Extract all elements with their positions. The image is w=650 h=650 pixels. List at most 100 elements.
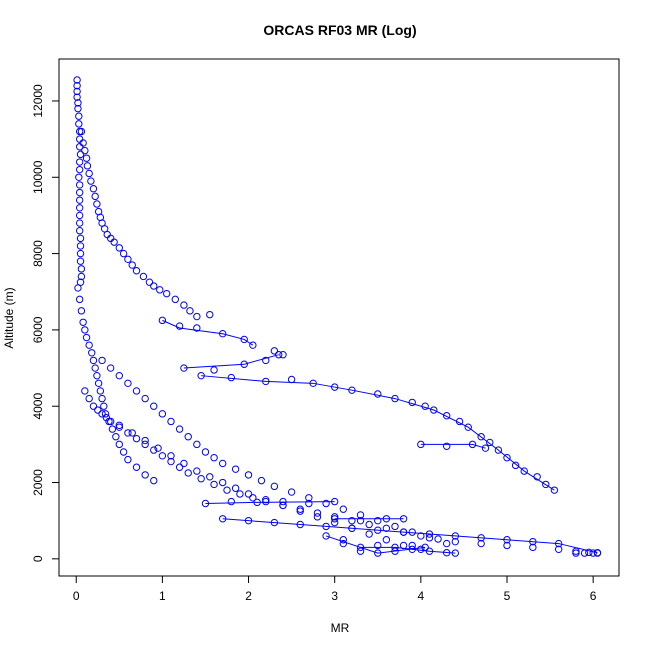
x-tick-label: 0 (73, 589, 80, 603)
data-point (231, 484, 240, 492)
data-point (279, 351, 287, 359)
data-point (115, 421, 124, 429)
data-point (132, 387, 141, 395)
x-axis: 0 1 2 3 4 5 6 (73, 575, 597, 603)
data-point (100, 402, 108, 410)
data-point (75, 165, 84, 174)
data-point (503, 454, 511, 462)
data-point (425, 534, 434, 542)
data-point (486, 438, 494, 447)
data-point (434, 535, 442, 543)
data-point (240, 360, 248, 368)
data-point (365, 530, 373, 538)
data-point (98, 410, 106, 418)
data-point (455, 417, 464, 426)
data-point (593, 549, 602, 557)
y-tick-label: 12000 (31, 84, 45, 118)
data-point (171, 295, 180, 304)
data-point (244, 490, 253, 498)
data-point (408, 398, 416, 407)
data-point (477, 433, 485, 441)
data-point (399, 528, 408, 536)
data-point (348, 516, 356, 525)
data-point (339, 505, 348, 513)
data-point (150, 476, 158, 485)
data-point (210, 480, 218, 489)
data-point (585, 548, 593, 557)
data-point (262, 377, 270, 386)
data-point (139, 272, 148, 281)
data-point (184, 469, 192, 477)
data-point (150, 282, 158, 290)
data-point (236, 490, 244, 498)
data-point (87, 177, 95, 185)
data-point (305, 494, 313, 502)
data-point (108, 425, 117, 433)
data-point (399, 541, 408, 550)
data-point (382, 515, 391, 523)
data-point (374, 541, 382, 550)
data-point (197, 371, 205, 380)
data-point (218, 330, 227, 338)
data-point (124, 255, 132, 264)
data-point (279, 501, 287, 510)
data-point (115, 423, 124, 431)
data-point (193, 312, 201, 321)
data-point (408, 541, 416, 550)
data-point (330, 513, 339, 521)
data-point (93, 200, 101, 208)
data-point (89, 356, 98, 365)
data-point (520, 467, 528, 475)
data-point (145, 278, 154, 286)
data-point (417, 545, 425, 553)
data-point (408, 528, 416, 536)
data-point (75, 196, 84, 204)
data-point (249, 341, 257, 349)
data-point (75, 120, 83, 128)
data-point (74, 99, 82, 107)
data-point (218, 515, 227, 523)
data-point (180, 459, 188, 468)
y-axis-label: Altitude (m) (2, 287, 16, 348)
y-tick-label: 6000 (31, 316, 45, 343)
x-tick-label: 2 (245, 589, 252, 603)
data-point (529, 543, 537, 552)
series-line (222, 518, 598, 554)
data-point (91, 364, 99, 372)
data-point (141, 471, 149, 479)
data-point (451, 549, 460, 557)
y-tick-label: 0 (31, 555, 45, 562)
data-point (339, 536, 348, 544)
data-point (374, 390, 382, 398)
data-point (167, 417, 175, 426)
data-point (494, 446, 503, 454)
data-point (339, 539, 348, 548)
data-point (83, 162, 92, 170)
series-points (73, 76, 602, 557)
data-point (77, 307, 86, 315)
data-point (76, 150, 85, 159)
data-point (218, 478, 227, 487)
data-point (240, 335, 248, 344)
y-tick-label: 4000 (31, 393, 45, 420)
data-point (75, 188, 84, 197)
data-point (73, 87, 81, 96)
data-point (88, 349, 96, 357)
data-point (391, 543, 399, 552)
data-point (98, 394, 106, 403)
data-point (81, 387, 89, 395)
data-point (89, 402, 98, 410)
data-point (167, 457, 175, 466)
data-point (106, 417, 115, 426)
data-point (309, 379, 317, 388)
data-point (94, 406, 102, 414)
data-point (132, 463, 141, 471)
data-point (73, 76, 81, 84)
data-point (150, 446, 158, 454)
data-point (75, 181, 84, 189)
data-point (279, 497, 287, 506)
data-point (287, 375, 296, 384)
data-point (529, 537, 537, 546)
data-point (425, 547, 434, 555)
